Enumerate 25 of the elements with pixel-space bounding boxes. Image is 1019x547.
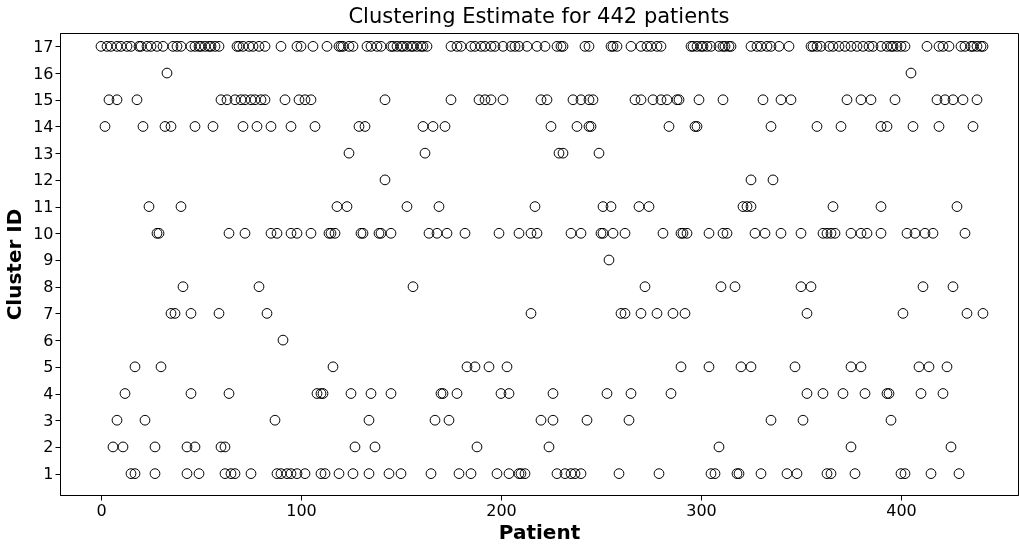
x-tick-label: 0: [96, 500, 107, 520]
x-tick-label: 300: [686, 500, 717, 520]
chart-title: Clustering Estimate for 442 patients: [348, 4, 730, 28]
y-tick-label: 11: [33, 197, 54, 217]
x-tick-label: 200: [486, 500, 517, 520]
y-tick-label: 16: [33, 63, 54, 83]
y-tick-label: 9: [43, 250, 54, 270]
y-tick-label: 6: [43, 330, 54, 350]
y-tick-label: 7: [43, 303, 54, 323]
y-tick-label: 15: [33, 90, 54, 110]
x-axis-title: Patient: [498, 519, 581, 544]
y-tick-label: 13: [33, 143, 54, 163]
y-tick-label: 17: [33, 36, 54, 56]
y-tick-label: 1: [43, 464, 54, 484]
x-tick-label: 400: [886, 500, 917, 520]
y-tick-label: 10: [33, 223, 54, 243]
y-tick-label: 5: [43, 357, 54, 377]
y-axis-title: Cluster ID: [2, 208, 27, 321]
y-tick-label: 12: [33, 170, 54, 190]
x-tick-label: 100: [286, 500, 317, 520]
y-tick-label: 3: [43, 410, 54, 430]
y-tick-label: 14: [33, 116, 54, 136]
y-tick-label: 2: [43, 437, 54, 457]
y-tick-label: 8: [43, 277, 54, 297]
y-tick-label: 4: [43, 384, 54, 404]
